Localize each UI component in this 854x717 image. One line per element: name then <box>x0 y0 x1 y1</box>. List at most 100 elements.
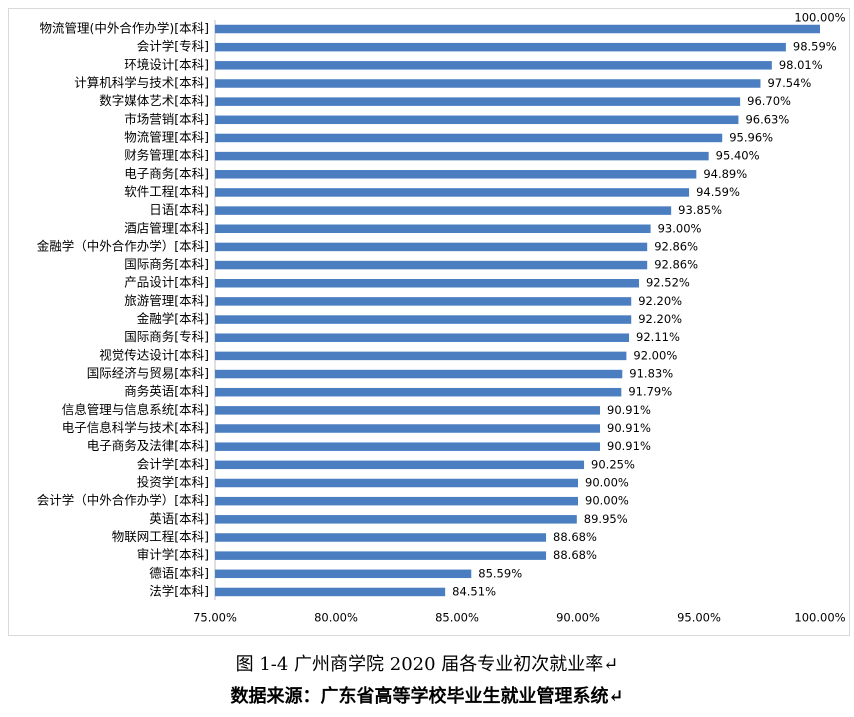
bar <box>215 460 585 470</box>
value-label: 96.63% <box>745 112 789 126</box>
y-tick-label: 国际经济与贸易[本科] <box>87 366 209 381</box>
value-label: 98.01% <box>779 58 823 72</box>
y-tick-label: 市场营销[本科] <box>124 111 209 126</box>
value-label: 91.79% <box>628 385 672 399</box>
source-caption: 数据来源：广东省高等学校毕业生就业管理系统↵ <box>230 686 624 707</box>
value-label: 95.40% <box>716 149 760 163</box>
bar <box>215 442 601 451</box>
bar <box>215 387 622 397</box>
y-tick-label: 商务英语[本科] <box>124 384 209 399</box>
bar <box>215 496 578 506</box>
y-tick-label: 会计学[本科] <box>137 456 209 471</box>
y-tick-label: 金融学[本科] <box>137 311 209 326</box>
y-tick-label: 日语[本科] <box>149 202 209 217</box>
bar <box>215 551 547 560</box>
bar <box>215 278 639 288</box>
figure-caption: 图 1-4 广州商学院 2020 届各专业初次就业率↵ <box>235 654 619 675</box>
y-tick-label: 视觉传达设计[本科] <box>99 347 209 362</box>
value-label: 100.00% <box>794 11 845 25</box>
value-label: 97.54% <box>767 76 811 90</box>
value-label: 96.70% <box>747 94 791 108</box>
value-label: 92.11% <box>636 330 680 344</box>
y-tick-label: 电子信息科学与技术[本科] <box>62 420 209 435</box>
bar <box>215 333 630 342</box>
y-tick-label: 数字媒体艺术[本科] <box>99 93 209 108</box>
x-tick-label: 85.00% <box>435 611 479 625</box>
value-label: 88.68% <box>553 548 597 562</box>
value-label: 92.00% <box>633 348 677 362</box>
y-tick-label: 会计学[专科] <box>137 39 209 54</box>
value-label: 98.59% <box>793 40 837 54</box>
value-label: 92.20% <box>638 294 682 308</box>
value-label: 89.95% <box>584 512 628 526</box>
y-tick-label: 德语[本科] <box>149 565 209 580</box>
chart: 75.00% 80.00% 85.00% 90.00% 95.00% 100.00% 物流管… <box>8 8 850 636</box>
bar <box>215 97 741 106</box>
value-label: 90.91% <box>607 403 651 417</box>
bar <box>215 406 601 415</box>
value-label: 92.20% <box>638 312 682 326</box>
value-label: 90.00% <box>585 476 629 490</box>
y-tick-label: 投资学[本科] <box>137 475 209 490</box>
bar <box>215 42 786 52</box>
bar <box>215 79 761 88</box>
y-tick-label: 物联网工程[本科] <box>112 529 209 544</box>
value-label: 92.86% <box>654 258 698 272</box>
value-label: 84.51% <box>452 584 496 598</box>
bar <box>215 133 723 143</box>
bar <box>215 351 627 361</box>
value-label: 92.52% <box>646 276 690 290</box>
x-tick-label: 100.00% <box>794 611 845 625</box>
y-tick-label: 物流管理[本科] <box>124 129 209 144</box>
value-label: 88.68% <box>553 530 597 544</box>
y-tick-label: 电子商务[本科] <box>124 166 209 181</box>
bar <box>215 260 648 270</box>
value-label: 90.25% <box>591 457 635 471</box>
value-label: 95.96% <box>729 130 773 144</box>
bar <box>215 424 601 433</box>
y-tick-label: 酒店管理[本科] <box>124 220 209 235</box>
bar <box>215 115 739 125</box>
value-label: 92.86% <box>654 239 698 253</box>
bar <box>215 533 547 542</box>
y-tick-label: 金融学（中外合作办学）[本科] <box>37 238 209 253</box>
y-tick-label: 软件工程[本科] <box>124 184 209 199</box>
y-tick-label: 产品设计[本科] <box>124 275 209 290</box>
bar <box>215 206 672 215</box>
value-label: 93.00% <box>658 221 702 235</box>
y-tick-label: 电子商务及法律[本科] <box>87 438 209 453</box>
value-label: 91.83% <box>629 367 673 381</box>
y-tick-label: 国际商务[专科] <box>124 329 209 344</box>
y-tick-label: 英语[本科] <box>149 511 209 526</box>
bar <box>215 369 623 379</box>
y-tick-label: 会计学（中外合作办学）[本科] <box>37 493 209 508</box>
bar <box>215 569 472 579</box>
bar <box>215 587 446 597</box>
bar <box>215 515 577 524</box>
x-tick-label: 95.00% <box>677 611 721 625</box>
bar <box>215 224 651 234</box>
x-tick-label: 80.00% <box>314 611 358 625</box>
bar <box>215 297 632 306</box>
y-tick-label: 审计学[本科] <box>137 547 209 562</box>
bar <box>215 151 709 161</box>
bar <box>215 24 820 34</box>
y-tick-label: 旅游管理[本科] <box>124 293 209 308</box>
y-tick-label: 财务管理[本科] <box>124 148 209 163</box>
bar <box>215 315 632 324</box>
value-label: 90.00% <box>585 494 629 508</box>
value-label: 94.89% <box>703 167 747 181</box>
y-tick-label: 计算机科学与技术[本科] <box>74 75 209 90</box>
y-tick-label: 信息管理与信息系统[本科] <box>62 402 209 417</box>
value-label: 90.91% <box>607 439 651 453</box>
value-label: 85.59% <box>478 566 522 580</box>
value-label: 94.59% <box>696 185 740 199</box>
bar <box>215 170 697 179</box>
bar <box>215 242 648 252</box>
x-tick-label: 90.00% <box>556 611 600 625</box>
y-tick-label: 环境设计[本科] <box>124 57 209 72</box>
value-label: 90.91% <box>607 421 651 435</box>
bar <box>215 188 690 197</box>
y-tick-label: 国际商务[本科] <box>124 257 209 272</box>
bar <box>215 61 772 70</box>
